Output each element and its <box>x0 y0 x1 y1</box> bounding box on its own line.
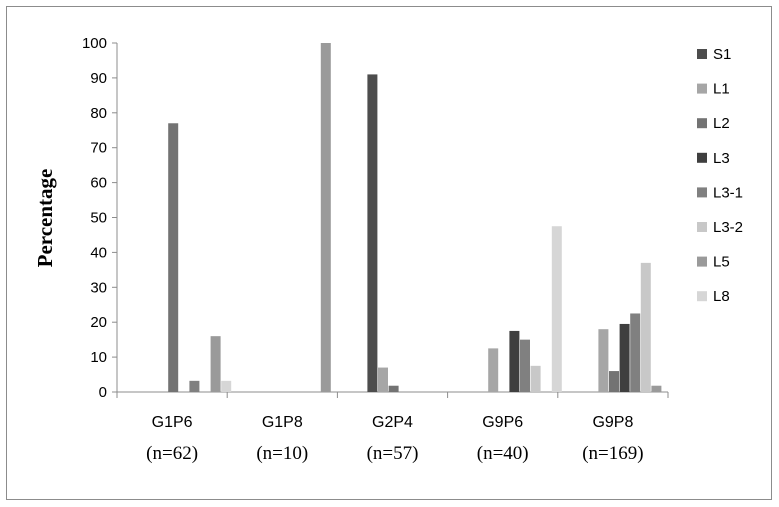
bar-s1-g2p4 <box>367 74 378 392</box>
bar-l3-1-g9p8 <box>630 313 641 392</box>
x-category-label: G2P4 <box>372 414 413 431</box>
legend-swatch-l3 <box>697 152 707 163</box>
bar-l5-g9p8 <box>651 385 662 392</box>
legend-label-l3: L3 <box>713 150 730 167</box>
legend-swatch-l1 <box>697 83 707 94</box>
legend-label-s1: S1 <box>713 46 731 63</box>
legend-swatch-l2 <box>697 118 707 129</box>
bar-l3-2-g9p6 <box>530 365 541 392</box>
y-tick-label: 40 <box>90 244 107 261</box>
x-category-count: (n=169) <box>582 443 643 464</box>
bar-l8-g9p6 <box>551 226 562 392</box>
y-tick-label: 0 <box>99 384 107 401</box>
bar-l1-g9p6 <box>488 348 499 392</box>
chart-frame <box>6 6 772 500</box>
legend-swatch-l3-1 <box>697 187 707 198</box>
y-tick-label: 70 <box>90 140 107 157</box>
chart-legend: S1 L1 L2 L3 L3-1 L3-2 L5 L8 <box>697 46 743 305</box>
bar-l8-g1p6 <box>221 380 232 392</box>
y-tick-label: 50 <box>90 210 107 227</box>
legend-swatch-l3-2 <box>697 222 707 232</box>
y-tick-label: 60 <box>90 175 107 192</box>
chart-labels: 0 10 20 30 40 50 60 70 80 90 100 G1P6 (n=62) G1P8 (n=1… <box>82 35 644 464</box>
x-category-label: G1P6 <box>152 414 193 431</box>
y-tick-label: 20 <box>90 314 107 331</box>
x-category-label: G9P6 <box>482 414 523 431</box>
legend-label-l3-1: L3-1 <box>713 184 743 201</box>
y-tick-label: 80 <box>90 105 107 122</box>
legend-label-l2: L2 <box>713 115 730 132</box>
bar-l3-1-g9p6 <box>520 339 530 392</box>
y-axis-title: Percentage <box>33 169 57 268</box>
x-category-count: (n=40) <box>477 443 529 464</box>
x-category-label: G1P8 <box>262 414 303 431</box>
bar-l3-g9p8 <box>619 323 630 392</box>
y-tick-label: 90 <box>90 70 107 87</box>
y-tick-label: 30 <box>90 279 107 296</box>
y-tick-label: 10 <box>90 349 107 366</box>
chart-bars <box>168 43 662 393</box>
y-tick-label: 100 <box>82 35 107 52</box>
legend-label-l5: L5 <box>713 254 730 271</box>
bar-l2-g9p8 <box>609 371 619 392</box>
bar-l3-2-g9p8 <box>640 262 651 392</box>
x-category-label: G9P8 <box>592 414 633 431</box>
x-category-count: (n=10) <box>256 443 308 464</box>
chart-axes <box>112 42 669 398</box>
bar-l3-1-g1p6 <box>189 380 200 392</box>
legend-swatch-l5 <box>697 256 707 267</box>
bar-l1-g9p8 <box>598 329 609 392</box>
bar-l1-g2p4 <box>378 367 388 392</box>
bar-l2-g1p6 <box>168 123 179 393</box>
bar-l2-g2p4 <box>388 385 399 392</box>
bar-l5-g1p8 <box>320 43 331 392</box>
x-category-count: (n=62) <box>146 443 198 464</box>
x-category-count: (n=57) <box>367 443 419 464</box>
legend-label-l3-2: L3-2 <box>713 219 743 236</box>
legend-swatch-l8 <box>697 291 707 302</box>
legend-label-l1: L1 <box>713 81 730 98</box>
bar-l3-g9p6 <box>509 330 520 392</box>
legend-swatch-s1 <box>697 49 707 59</box>
bar-l5-g1p6 <box>210 336 221 392</box>
legend-label-l8: L8 <box>713 288 730 305</box>
